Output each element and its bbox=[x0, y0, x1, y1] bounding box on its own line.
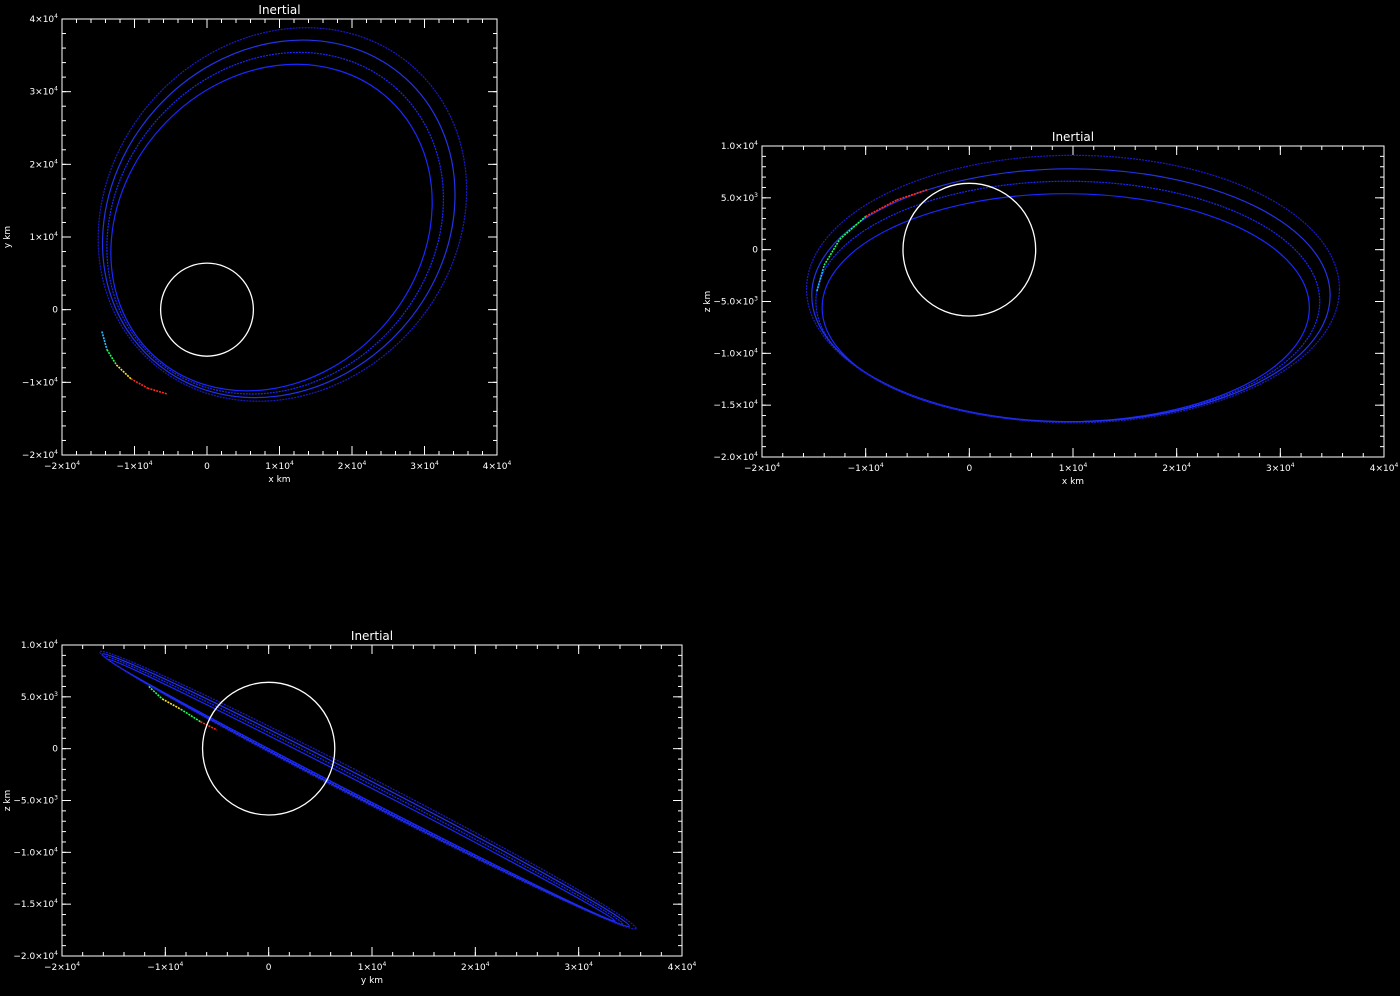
x-tick-label: 4×104 bbox=[1370, 462, 1399, 474]
x-tick-label: 4×104 bbox=[483, 460, 512, 472]
y-tick-label: 5.0×103 bbox=[721, 192, 758, 204]
x-tick-label: 1×104 bbox=[265, 460, 294, 472]
x-tick-label: 2×104 bbox=[1162, 462, 1191, 474]
x-tick-label: 2×104 bbox=[338, 460, 367, 472]
y-axis-label: z km bbox=[703, 291, 713, 313]
y-tick-label: 0 bbox=[752, 246, 758, 256]
orbit-track-4 bbox=[99, 650, 637, 930]
orbit-track-3 bbox=[101, 653, 630, 928]
chart-title: Inertial bbox=[351, 629, 393, 643]
y-tick-label: −2×104 bbox=[22, 449, 58, 461]
data-layer bbox=[97, 27, 468, 402]
y-tick-label: −1.0×104 bbox=[13, 846, 58, 858]
x-tick-label: 0 bbox=[966, 464, 972, 474]
x-axis-label: x km bbox=[1062, 477, 1084, 487]
periapsis-segment bbox=[147, 387, 168, 395]
y-tick-label: 4×104 bbox=[29, 13, 58, 25]
y-tick-label: 1.0×104 bbox=[721, 140, 758, 152]
periapsis-segment bbox=[161, 698, 182, 710]
x-tick-label: −2×104 bbox=[744, 462, 780, 474]
periapsis-segment bbox=[106, 349, 118, 366]
orbit-track-1 bbox=[821, 193, 1310, 423]
periapsis-segment bbox=[816, 265, 825, 292]
y-tick-label: 3×104 bbox=[29, 86, 58, 98]
y-tick-label: 1×104 bbox=[29, 231, 58, 243]
chart-panel-xy: −2×104 −1×104 0 1×104 2×104 3×104 4×104 −2×104 −… bbox=[3, 3, 512, 485]
periapsis-segment bbox=[148, 685, 163, 700]
x-tick-label: −2×104 bbox=[44, 460, 80, 472]
x-tick-label: 3×104 bbox=[1266, 462, 1295, 474]
planet-outline bbox=[902, 182, 1037, 317]
data-layer bbox=[805, 154, 1341, 424]
y-tick-label: −1.0×104 bbox=[713, 347, 758, 359]
plot-frame bbox=[61, 18, 498, 456]
y-tick-label: 5.0×103 bbox=[21, 691, 58, 703]
y-tick-label: 0 bbox=[52, 745, 58, 755]
periapsis-segment bbox=[200, 720, 218, 731]
y-axis-label: y km bbox=[3, 226, 13, 248]
orbit-track-1 bbox=[110, 63, 433, 392]
orbit-track-3 bbox=[811, 168, 1331, 423]
plot-frame bbox=[761, 145, 1385, 458]
orbit-track-2 bbox=[104, 655, 624, 925]
y-tick-label: −1×104 bbox=[22, 376, 58, 388]
x-tick-label: 0 bbox=[266, 963, 272, 973]
data-layer bbox=[99, 650, 637, 930]
orbit-track-4 bbox=[97, 27, 468, 402]
orbit-track-2 bbox=[106, 51, 445, 395]
orbit-track-1 bbox=[107, 658, 616, 922]
x-tick-label: −1×104 bbox=[116, 460, 152, 472]
y-tick-label: −5.0×103 bbox=[713, 296, 758, 308]
x-axis-label: x km bbox=[268, 475, 290, 485]
periapsis-segment bbox=[865, 199, 898, 218]
y-tick-label: −5.0×103 bbox=[13, 795, 58, 807]
y-axis-label: z km bbox=[3, 790, 13, 812]
x-tick-label: 3×104 bbox=[410, 460, 439, 472]
chart-title: Inertial bbox=[1052, 130, 1094, 144]
chart-panel-yz: −2×104 −1×104 0 1×104 2×104 3×104 4×104 −2.0×10… bbox=[3, 629, 696, 986]
periapsis-segment bbox=[180, 708, 201, 723]
periapsis-segment bbox=[130, 378, 148, 389]
x-tick-label: 2×104 bbox=[461, 961, 490, 973]
orbit-track-3 bbox=[101, 39, 456, 399]
periapsis-segment bbox=[839, 215, 867, 240]
chart-title: Inertial bbox=[258, 3, 300, 17]
periapsis-segment bbox=[115, 364, 132, 380]
y-tick-label: −2.0×104 bbox=[13, 950, 58, 962]
periapsis-segment bbox=[823, 238, 841, 266]
plot-frame bbox=[61, 644, 683, 957]
y-tick-label: −1.5×104 bbox=[13, 898, 58, 910]
x-tick-label: 1×104 bbox=[358, 961, 387, 973]
x-tick-label: 4×104 bbox=[668, 961, 697, 973]
planet-outline bbox=[201, 681, 336, 816]
planet-outline bbox=[159, 262, 255, 357]
x-tick-label: −1×104 bbox=[147, 961, 183, 973]
y-tick-label: 1.0×104 bbox=[21, 639, 58, 651]
x-tick-label: 1×104 bbox=[1059, 462, 1088, 474]
y-tick-label: 0 bbox=[52, 306, 58, 316]
x-axis-label: y km bbox=[361, 976, 383, 986]
periapsis-segment bbox=[896, 188, 929, 201]
x-tick-label: 3×104 bbox=[564, 961, 593, 973]
x-tick-label: −2×104 bbox=[44, 961, 80, 973]
y-tick-label: 2×104 bbox=[29, 158, 58, 170]
x-tick-label: −1×104 bbox=[848, 462, 884, 474]
periapsis-segment bbox=[101, 331, 108, 350]
orbit-track-4 bbox=[805, 154, 1341, 424]
chart-panel-xz: −2×104 −1×104 0 1×104 2×104 3×104 4×104 −2.0×10… bbox=[703, 130, 1398, 487]
y-tick-label: −2.0×104 bbox=[713, 451, 758, 463]
y-tick-label: −1.5×104 bbox=[713, 399, 758, 411]
x-tick-label: 0 bbox=[204, 462, 210, 472]
